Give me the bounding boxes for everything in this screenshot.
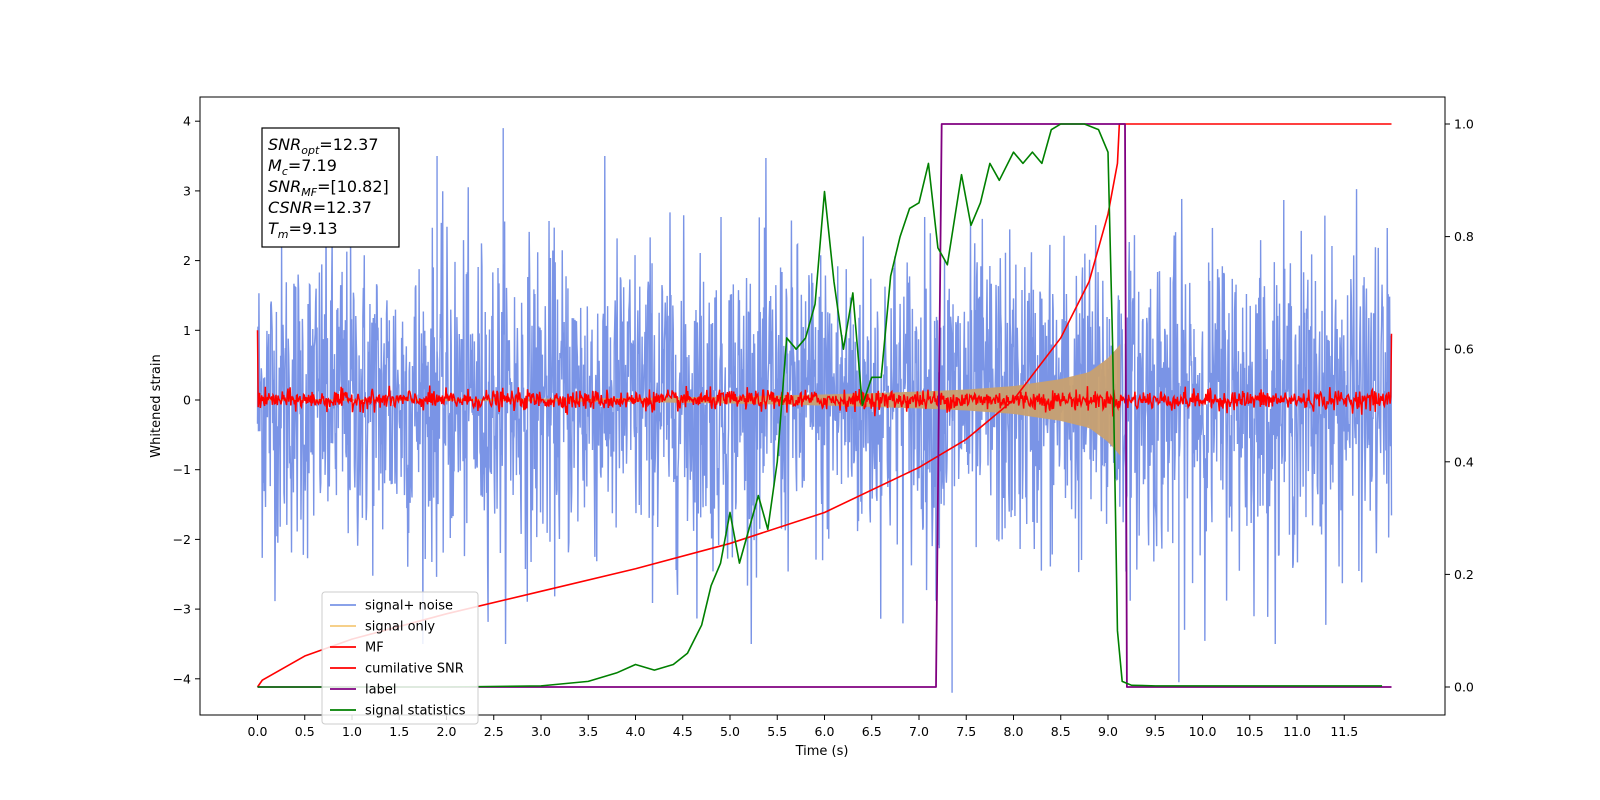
x-tick-label: 0.0 [248, 724, 268, 739]
plot-frame [199, 96, 1446, 716]
x-tick-label: 3.0 [531, 724, 551, 739]
legend-label: signal+ noise [365, 599, 453, 614]
y2-tick-label: 0.0 [1454, 680, 1474, 695]
info-line: CSNR=12.37 [268, 198, 372, 217]
series-mf [256, 330, 1393, 417]
legend-label: MF [365, 641, 384, 656]
x-tick-label: 10.5 [1236, 724, 1264, 739]
legend-frame [321, 591, 479, 725]
x-tick-label: 8.5 [1051, 724, 1071, 739]
plot-area [256, 123, 1393, 693]
x-tick-label: 4.0 [626, 724, 646, 739]
y-tick-label: −1 [173, 462, 191, 477]
y-axis-label: Whitened strain [149, 354, 164, 457]
x-tick-label: 6.5 [862, 724, 882, 739]
y-tick-label: 0 [183, 393, 191, 408]
info-line: Mc=7.19 [268, 156, 337, 178]
x-tick-label: 7.5 [956, 724, 976, 739]
x-tick-label: 8.0 [1004, 724, 1024, 739]
legend-label: cumilative SNR [365, 662, 464, 677]
y-tick-label: 2 [183, 253, 191, 268]
x-tick-label: 2.0 [437, 724, 457, 739]
y2-tick-label: 1.0 [1454, 117, 1474, 132]
x-tick-label: 0.5 [295, 724, 315, 739]
info-line: SNRMF=[10.82] [268, 177, 389, 199]
x-tick-label: 5.5 [767, 724, 787, 739]
x-axis-label: Time (s) [795, 744, 849, 759]
series-signal-only [257, 344, 1121, 456]
x-tick-label: 11.5 [1330, 724, 1358, 739]
x-tick-label: 2.5 [484, 724, 504, 739]
x-tick-label: 11.0 [1283, 724, 1311, 739]
y-tick-label: 3 [183, 183, 191, 198]
y2-tick-label: 0.4 [1454, 454, 1474, 469]
series-label [257, 123, 1392, 688]
legend-label: label [365, 683, 396, 698]
y-tick-label: −4 [173, 671, 191, 686]
y2-tick-label: 0.6 [1454, 342, 1474, 357]
x-tick-label: 4.5 [673, 724, 693, 739]
x-tick-label: 5.0 [720, 724, 740, 739]
info-line: SNRopt=12.37 [268, 135, 379, 157]
series-signal-statistics [257, 123, 1383, 688]
series-signal-noise [256, 156, 1393, 644]
info-box: SNRopt=12.37Mc=7.19SNRMF=[10.82]CSNR=12.… [261, 127, 400, 248]
y-tick-label: 4 [183, 114, 191, 129]
y-tick-label: 1 [183, 323, 191, 338]
x-tick-label: 10.0 [1189, 724, 1217, 739]
x-tick-label: 1.5 [389, 724, 409, 739]
axes-ticks: 0.0 0.5 1.0 1.5 2.0 2.5 3.0 3.5 4.0 4.5 5.0 5.5 6.0 6… [173, 114, 1474, 739]
legend: signal+ noise signal only MF cumilative SNR… [321, 591, 479, 725]
info-box-frame [261, 127, 400, 248]
legend-label: signal only [365, 620, 435, 635]
legend-label: signal statistics [365, 704, 466, 719]
y2-tick-label: 0.8 [1454, 229, 1474, 244]
x-tick-label: 9.5 [1145, 724, 1165, 739]
x-tick-label: 7.0 [909, 724, 929, 739]
y-tick-label: −3 [173, 602, 191, 617]
x-tick-label: 9.0 [1098, 724, 1118, 739]
x-tick-label: 6.0 [815, 724, 835, 739]
x-tick-label: 1.0 [342, 724, 362, 739]
info-line: Tm=9.13 [268, 219, 338, 241]
x-tick-label: 3.5 [578, 724, 598, 739]
y-tick-label: −2 [173, 532, 191, 547]
y2-tick-label: 0.2 [1454, 567, 1474, 582]
